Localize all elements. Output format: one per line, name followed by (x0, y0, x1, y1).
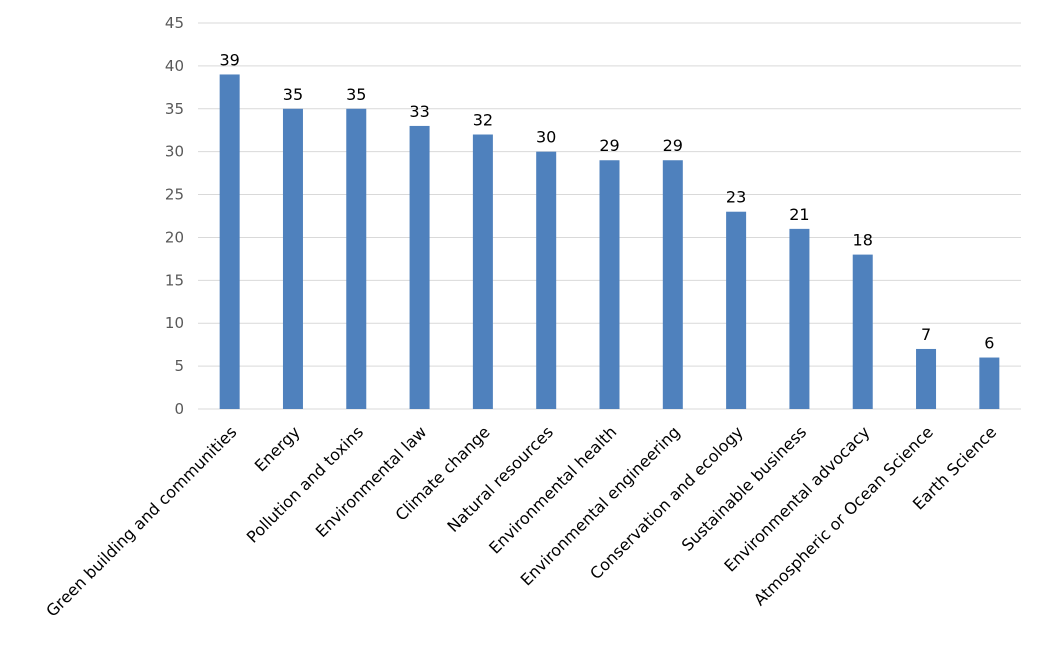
x-axis-category-labels: Green building and communities EnergyPoll… (42, 422, 1000, 620)
bar (536, 151, 557, 409)
data-label: 6 (984, 334, 994, 353)
data-label: 35 (283, 85, 303, 104)
category-label: Sustainable business (678, 422, 810, 554)
category-label: Environmental health (485, 422, 620, 557)
data-label: 29 (599, 136, 619, 155)
y-axis-tick-labels: 0 5 10 15 20 25 30 35 40 45 (165, 14, 184, 418)
bars (219, 74, 1000, 410)
data-label: 21 (789, 205, 809, 224)
y-tick-label: 35 (165, 100, 184, 118)
bar (472, 134, 493, 409)
category-label: Green building and communities (42, 422, 240, 620)
data-label: 29 (663, 136, 683, 155)
bar (852, 254, 873, 409)
y-tick-label: 25 (165, 186, 184, 204)
category-label: Energy (251, 422, 304, 475)
bar (979, 357, 1000, 409)
data-label: 33 (409, 102, 429, 121)
data-label: 35 (346, 85, 366, 104)
data-labels: 39 35 35 33 32 30 29 29 23 21 18 7 6 (219, 50, 994, 352)
data-label: 30 (536, 128, 556, 147)
category-label: Natural resources (443, 422, 557, 536)
bar (662, 160, 683, 409)
bar (409, 125, 430, 409)
bar (789, 228, 810, 409)
bar (282, 108, 303, 410)
y-tick-label: 30 (165, 143, 184, 161)
y-tick-label: 20 (165, 228, 184, 246)
data-label: 23 (726, 188, 746, 207)
y-tick-label: 15 (165, 271, 184, 289)
y-tick-label: 5 (174, 357, 184, 375)
data-label: 39 (219, 50, 239, 69)
data-label: 7 (921, 325, 931, 344)
category-label: Environmental law (312, 422, 431, 541)
bar (726, 211, 747, 409)
category-label: Pollution and toxins (243, 422, 367, 546)
data-label: 32 (473, 111, 493, 130)
y-tick-label: 40 (165, 57, 184, 75)
y-tick-label: 45 (165, 14, 184, 32)
y-tick-label: 0 (174, 400, 184, 418)
bar (916, 348, 937, 409)
bar (599, 160, 620, 409)
data-label: 18 (853, 231, 873, 250)
bar (219, 74, 240, 409)
y-tick-label: 10 (165, 314, 184, 332)
bar (346, 108, 367, 410)
